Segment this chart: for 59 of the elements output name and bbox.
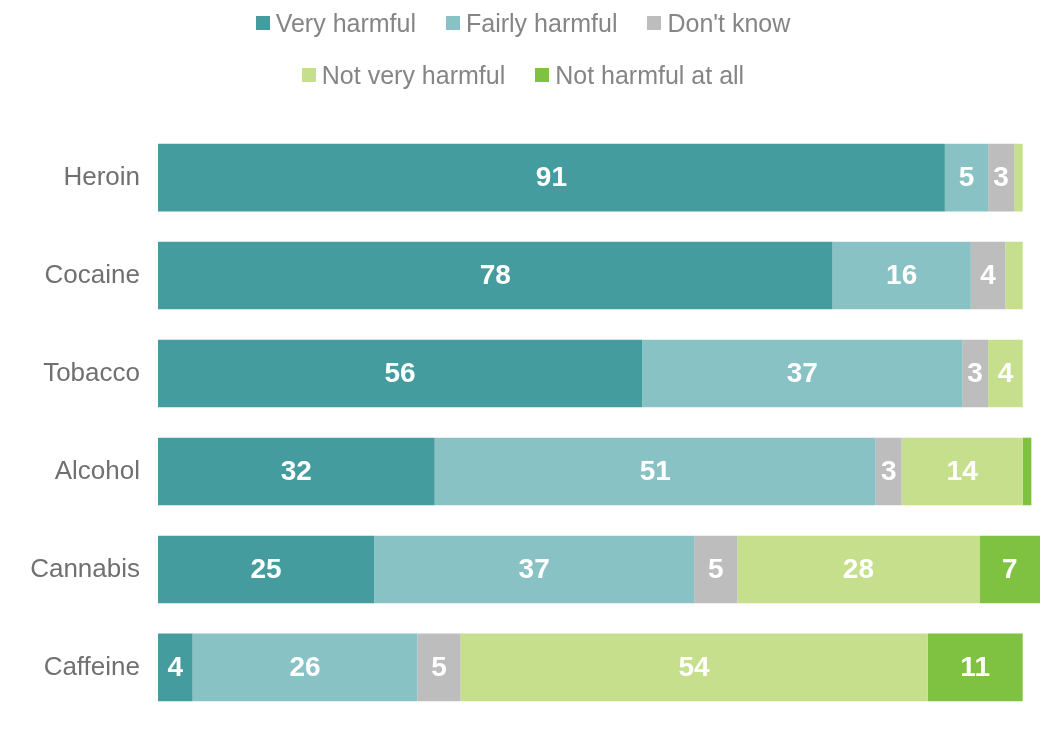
data-label: 4 [997, 357, 1014, 389]
bar [158, 339, 643, 408]
data-label: 3 [880, 455, 897, 487]
bar [970, 241, 1006, 310]
data-label: 7 [1001, 553, 1018, 585]
bar [979, 535, 1040, 604]
legend-label: Don't know [667, 8, 791, 39]
bar [460, 633, 928, 702]
data-label: 4 [980, 259, 997, 291]
data-label: 91 [535, 161, 568, 193]
bar [192, 633, 418, 702]
bar [374, 535, 695, 604]
data-label: 14 [946, 455, 979, 487]
bar [927, 633, 1023, 702]
data-label: 5 [707, 553, 724, 585]
bar [988, 339, 1023, 408]
bar [158, 535, 375, 604]
legend-label: Very harmful [275, 8, 417, 39]
data-label: 37 [786, 357, 818, 389]
y-tick-label: Tobacco [43, 356, 140, 387]
bar [158, 437, 435, 506]
bar [694, 535, 738, 604]
bar [417, 633, 461, 702]
data-label: 56 [384, 357, 416, 389]
bar [158, 241, 833, 310]
bar [158, 143, 945, 212]
data-label: 5 [431, 651, 447, 683]
data-label: 25 [250, 553, 282, 585]
bar [944, 143, 989, 212]
y-tick-label: Alcohol [54, 454, 140, 485]
data-label: 11 [960, 651, 990, 683]
bar [901, 437, 1023, 506]
bar [1014, 143, 1023, 212]
data-label: 4 [167, 651, 184, 683]
y-tick-label: Caffeine [43, 650, 140, 681]
legend-label: Fairly harmful [466, 8, 618, 39]
bar [1022, 437, 1032, 506]
data-label: 28 [842, 553, 874, 585]
bar [737, 535, 980, 604]
bar [1005, 241, 1023, 310]
y-tick-label: Cocaine [44, 258, 140, 289]
data-label: 3 [993, 161, 1009, 193]
bar [832, 241, 971, 310]
y-tick-label: Cannabis [30, 552, 140, 583]
legend-label: Not harmful at all [555, 60, 745, 91]
data-label: 54 [678, 651, 711, 683]
data-label: 37 [518, 553, 550, 585]
data-label: 78 [479, 259, 511, 291]
bar [158, 633, 193, 702]
data-label: 3 [967, 357, 983, 389]
bar [642, 339, 963, 408]
data-label: 32 [280, 455, 312, 487]
data-label: 16 [886, 259, 918, 291]
data-label: 5 [958, 161, 975, 193]
bar [434, 437, 876, 506]
data-label: 26 [289, 651, 321, 683]
y-tick-label: Heroin [63, 160, 140, 191]
data-label: 51 [639, 455, 671, 487]
legend-label: Not very harmful [321, 60, 506, 91]
